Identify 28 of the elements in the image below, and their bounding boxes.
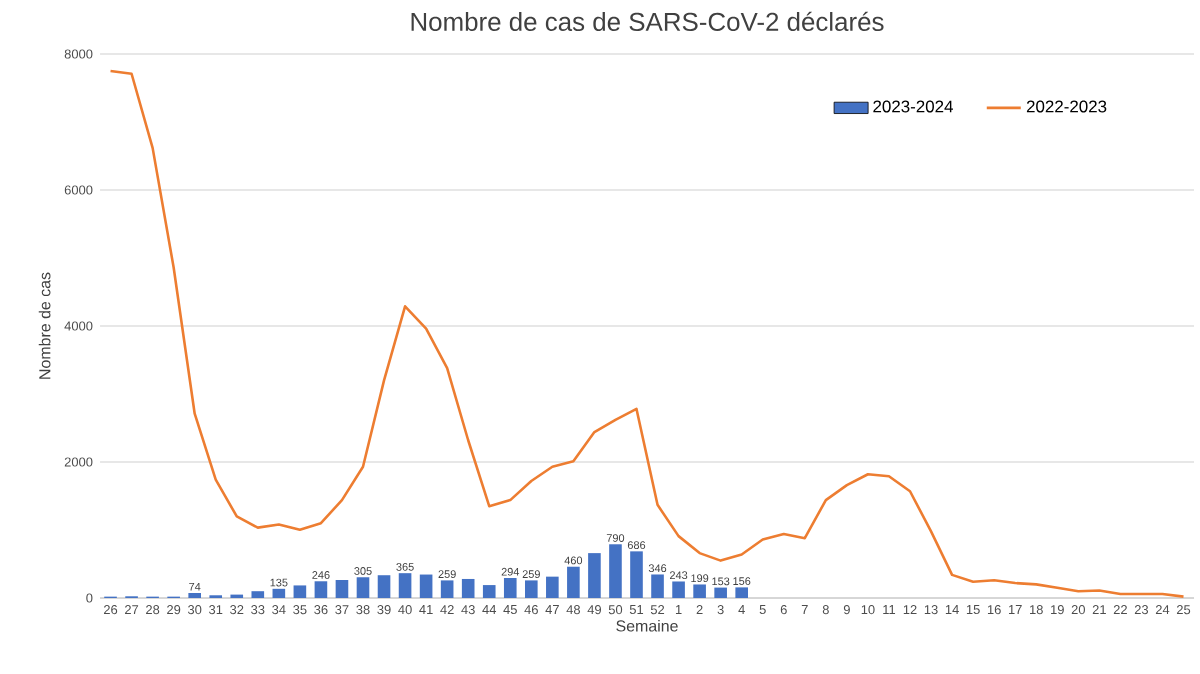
bar [335,579,349,598]
bar [503,578,517,598]
bar [419,574,433,598]
bar [377,575,391,598]
bar [398,573,412,598]
bar [714,587,727,598]
bar [482,585,496,598]
legend-label: 2022-2023 [1026,100,1107,113]
bar [524,580,538,598]
bar [314,581,328,598]
bar [672,581,685,598]
bar [609,544,622,598]
bar [461,578,475,598]
bar [272,588,286,598]
bar [546,576,559,598]
bar [356,577,370,598]
bar [651,574,664,598]
legend-label: 2023-2024 [873,100,953,113]
bar [188,592,201,598]
bar [251,591,265,598]
bar [735,587,748,598]
bar [567,566,580,598]
bar [588,553,601,598]
bar [630,551,643,598]
bar [693,584,706,598]
bar [440,580,454,598]
bar [293,585,307,598]
chart-title: Nombre de cas de SARS-CoV-2 déclarés [411,11,884,32]
